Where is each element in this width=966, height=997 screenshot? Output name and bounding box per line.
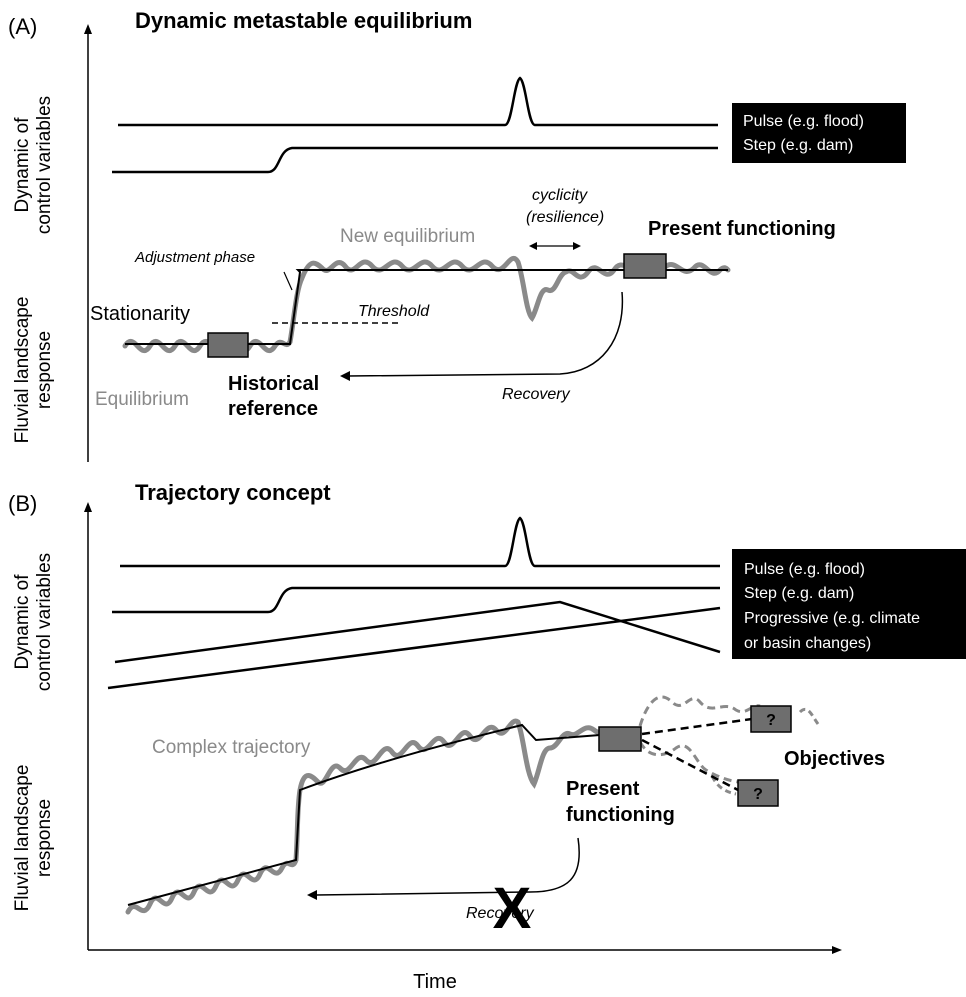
panel-a-cyclicity-arrowhead-right [573, 242, 581, 250]
panel-b-projection-upper-end [798, 707, 820, 725]
panel-b-ylabel-control-1: Dynamic of [12, 574, 33, 670]
panel-b-title: Trajectory concept [135, 480, 331, 505]
panel-b-objective-box-lower [737, 779, 779, 807]
panel-a-stationarity-label: Stationarity [90, 303, 190, 325]
panel-a-equilibrium-label: Equilibrium [95, 389, 189, 410]
panel-b-cross-mark: X [493, 876, 532, 941]
panel-b-objective-line-lower [641, 738, 739, 792]
panel-b-legend-progressive-2: or basin changes) [744, 635, 871, 652]
panel-a-step-line [112, 146, 718, 174]
panel-b-response-wave [125, 718, 621, 915]
panel-b-step-line [112, 586, 720, 614]
panel-a-label: (A) [8, 14, 37, 39]
panel-a-recovery-label: Recovery [502, 386, 571, 403]
panel-b-projection-lower-end [710, 775, 737, 796]
panel-a-recovery-arrow [347, 291, 624, 377]
panel-b-ylabel-control-2: control variables [34, 553, 55, 691]
panel-a-ylabel-response-2: response [34, 331, 55, 409]
panel-b-legend-box [732, 549, 966, 659]
panel-b-objectives-label: Objectives [784, 748, 885, 770]
panel-a-ylabel-control-1: Dynamic of [12, 117, 33, 213]
panel-a-cyclicity-arrowhead-left [529, 242, 537, 250]
panel-a-adjustment-phase-label: Adjustment phase [134, 249, 255, 266]
panel-a-historical-label-2: reference [228, 398, 318, 420]
panel-a-present-box [623, 253, 667, 279]
panel-a-cyclicity-label: cyclicity [532, 187, 588, 204]
panel-a-historical-label-1: Historical [228, 373, 319, 395]
panel-b-objective-box-upper [750, 705, 792, 733]
panel-b-pulse-line [120, 516, 720, 568]
panel-b-present-box [598, 726, 642, 752]
panel-b-legend-pulse: Pulse (e.g. flood) [744, 561, 865, 578]
panel-a-adjustment-pointer [283, 271, 293, 291]
panel-a-pulse-line [118, 76, 718, 127]
panel-a-new-equilibrium-label: New equilibrium [340, 226, 475, 247]
panel-b-progressive-line-2 [107, 606, 721, 690]
panel-a-historical-box [207, 332, 249, 358]
panel-b-present-label-2: functioning [566, 804, 675, 826]
panel-a: (A) Dynamic metastable equilibrium Dynam… [8, 8, 906, 462]
panel-b-y-axis-arrowhead [84, 502, 92, 512]
panel-a-legend-box [732, 103, 906, 163]
panel-b-question-upper: ? [766, 712, 776, 729]
panel-a-legend-step: Step (e.g. dam) [743, 137, 853, 154]
panel-b-projection-upper [638, 695, 761, 727]
panel-b-present-label-1: Present [566, 778, 640, 800]
panel-a-y-axis-arrowhead [84, 24, 92, 34]
x-axis-arrowhead [832, 946, 842, 954]
panel-b-recovery-label: Recovery [466, 905, 535, 922]
panel-a-recovery-arrowhead [340, 371, 350, 381]
panel-b-ylabel-response-1: Fluvial landscape [12, 765, 33, 912]
panel-a-present-functioning-label: Present functioning [648, 218, 836, 240]
panel-b-recovery-arrow [315, 837, 580, 896]
panel-a-ylabel-response-1: Fluvial landscape [12, 297, 33, 444]
panel-b-objective-line-upper [641, 717, 753, 736]
panel-a-resilience-label: (resilience) [526, 209, 604, 226]
panel-b-legend-step: Step (e.g. dam) [744, 585, 854, 602]
panel-b-progressive-line-1 [114, 600, 721, 664]
panel-b-recovery-arrowhead [307, 890, 317, 900]
panel-a-legend-pulse: Pulse (e.g. flood) [743, 113, 864, 130]
panel-b-question-lower: ? [753, 786, 763, 803]
panel-b-response-trend [127, 723, 601, 906]
panel-b-ylabel-response-2: response [34, 799, 55, 877]
x-axis-label: Time [413, 971, 457, 993]
panel-b-label: (B) [8, 491, 37, 516]
panel-a-ylabel-control-2: control variables [34, 96, 55, 234]
panel-b-legend-progressive-1: Progressive (e.g. climate [744, 610, 920, 627]
panel-a-title: Dynamic metastable equilibrium [135, 8, 472, 33]
panel-b: (B) Trajectory concept Dynamic of contro… [8, 480, 966, 993]
panel-a-threshold-label: Threshold [358, 303, 430, 320]
panel-b-complex-trajectory-label: Complex trajectory [152, 737, 311, 758]
